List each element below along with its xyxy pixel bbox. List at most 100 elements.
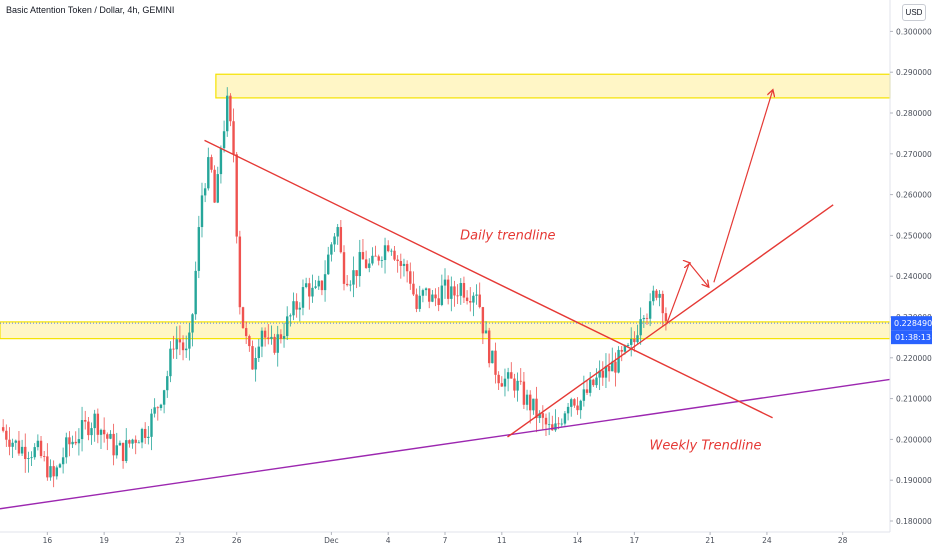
candle xyxy=(349,284,352,286)
candle xyxy=(257,346,260,359)
candle xyxy=(617,349,620,373)
candle xyxy=(607,366,611,372)
candle xyxy=(450,286,453,299)
candle xyxy=(516,380,519,391)
candle xyxy=(399,261,403,266)
candle xyxy=(519,380,522,382)
candle xyxy=(320,280,324,291)
candle xyxy=(472,295,475,303)
candle xyxy=(210,157,213,170)
candle xyxy=(140,428,144,443)
price-tick-label: 0.260000 xyxy=(896,191,932,200)
candle xyxy=(371,255,374,264)
candle xyxy=(147,436,150,438)
candle xyxy=(573,399,576,406)
candle xyxy=(576,405,579,411)
resistance-zone xyxy=(215,73,891,99)
candle xyxy=(229,95,232,122)
candle xyxy=(169,348,172,377)
candle xyxy=(219,148,223,175)
candle xyxy=(440,285,444,305)
candle xyxy=(522,381,526,405)
candle xyxy=(529,394,532,411)
candle xyxy=(655,290,658,298)
candle xyxy=(459,283,462,296)
candle xyxy=(330,244,333,255)
candle xyxy=(327,254,330,275)
candle xyxy=(424,288,428,291)
chart-title: Basic Attention Token / Dollar, 4h, GEMI… xyxy=(6,5,175,15)
candle xyxy=(412,283,415,295)
candle xyxy=(339,227,343,253)
weekly-trendline[interactable] xyxy=(0,378,891,510)
candle xyxy=(570,399,573,407)
candle xyxy=(58,464,62,468)
time-tick-label: 19 xyxy=(99,536,109,545)
candle xyxy=(65,437,68,458)
candle xyxy=(106,434,109,439)
candle xyxy=(409,271,412,284)
candle xyxy=(355,270,358,277)
candle xyxy=(80,420,84,440)
candle xyxy=(614,361,617,373)
time-tick-label: 24 xyxy=(762,536,772,545)
candle xyxy=(207,157,210,189)
candle xyxy=(342,252,346,284)
candle xyxy=(352,270,355,285)
candle xyxy=(557,423,560,425)
current-price-value: 0.228490 xyxy=(894,319,932,328)
candle xyxy=(484,330,488,334)
candle xyxy=(421,290,425,296)
candle xyxy=(374,255,377,257)
daily-trendline[interactable] xyxy=(204,139,773,419)
projection-arrow-zigzag[interactable] xyxy=(665,263,709,325)
candle xyxy=(254,358,257,370)
candle xyxy=(500,383,504,387)
candle xyxy=(172,348,175,350)
time-tick-label: Dec xyxy=(324,536,339,545)
candle xyxy=(386,245,390,252)
daily-trendline-label: Daily trendline xyxy=(460,228,555,243)
candle xyxy=(24,446,27,460)
candle xyxy=(87,421,90,436)
candle xyxy=(443,279,447,286)
projection-arrow-long[interactable] xyxy=(713,91,773,283)
rising-trendline[interactable] xyxy=(507,204,834,438)
candle xyxy=(121,442,125,462)
candle xyxy=(481,307,485,334)
currency-button[interactable]: USD xyxy=(902,4,926,21)
candle xyxy=(503,378,507,387)
candle xyxy=(525,394,529,405)
candle xyxy=(99,429,103,435)
candle xyxy=(431,294,434,302)
candle xyxy=(200,195,204,228)
candle xyxy=(478,294,481,308)
candle xyxy=(633,338,636,343)
candle xyxy=(273,336,276,353)
candle xyxy=(213,169,216,203)
candle xyxy=(469,301,472,303)
candle xyxy=(494,350,497,375)
candle xyxy=(175,339,178,350)
candle xyxy=(652,290,655,302)
candle xyxy=(453,286,456,296)
candle xyxy=(323,274,327,291)
candle xyxy=(582,389,586,401)
time-tick-label: 26 xyxy=(232,536,242,545)
candle xyxy=(42,456,46,457)
candle xyxy=(298,307,302,310)
candle xyxy=(27,458,30,460)
candle xyxy=(604,366,608,378)
price-tick-label: 0.290000 xyxy=(896,68,932,77)
candle xyxy=(377,256,380,261)
candle xyxy=(20,446,24,454)
candle xyxy=(510,372,513,379)
candle xyxy=(418,295,421,309)
time-tick-label: 4 xyxy=(386,536,391,545)
candle xyxy=(645,317,649,319)
time-tick-label: 11 xyxy=(497,536,507,545)
candle xyxy=(563,413,567,424)
candle xyxy=(289,315,292,317)
price-tick-label: 0.200000 xyxy=(896,435,932,444)
